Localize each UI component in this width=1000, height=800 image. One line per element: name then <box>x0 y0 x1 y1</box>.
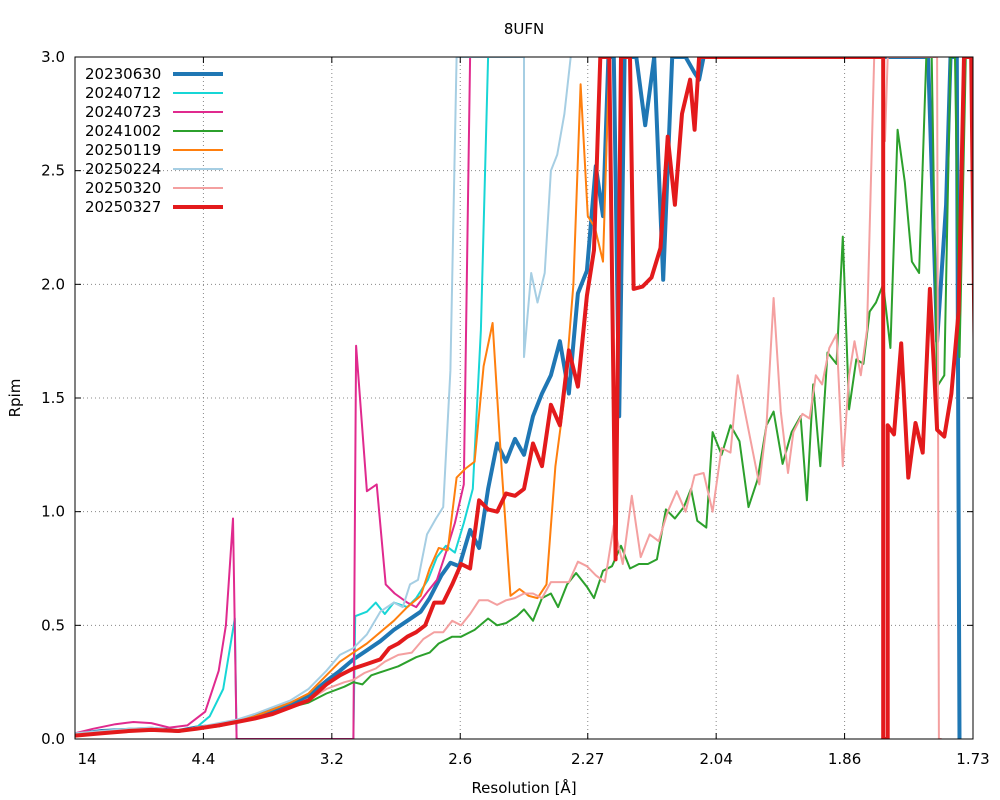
series-line-20241002 <box>75 57 967 736</box>
series-line-20250320 <box>75 57 942 739</box>
legend: 2023063020240712202407232024100220250119… <box>85 65 223 216</box>
x-axis-title: Resolution [Å] <box>471 778 576 797</box>
legend-label: 20250119 <box>85 141 161 159</box>
y-axis: 0.0 0.5 1.0 1.5 2.0 2.5 3.0 <box>41 48 973 748</box>
y-tick-label: 0.5 <box>41 616 65 634</box>
legend-label: 20240712 <box>85 84 161 102</box>
legend-label: 20241002 <box>85 122 161 140</box>
x-tick-label: 1.86 <box>828 750 861 768</box>
x-tick-label: 2.27 <box>571 750 604 768</box>
legend-label: 20240723 <box>85 103 161 121</box>
y-tick-label: 0.0 <box>41 730 65 748</box>
series-line-20250224 <box>75 57 572 735</box>
y-axis-title: Rpim <box>6 379 24 418</box>
legend-label: 20230630 <box>85 65 161 83</box>
y-tick-label: 3.0 <box>41 48 65 66</box>
chart-title: 8UFN <box>504 20 544 38</box>
series-line-20250327 <box>75 57 973 739</box>
legend-label: 20250320 <box>85 179 161 197</box>
legend-label: 20250327 <box>85 198 161 216</box>
series-line-20240723 <box>75 57 472 739</box>
y-tick-label: 1.5 <box>41 389 65 407</box>
y-tick-label: 2.5 <box>41 162 65 180</box>
x-axis: 14 4.4 3.2 2.6 2.27 2.04 1.86 1.73 <box>74 57 990 768</box>
y-tick-label: 1.0 <box>41 503 65 521</box>
x-tick-label: 3.2 <box>320 750 344 768</box>
x-tick-label: 4.4 <box>191 750 215 768</box>
series-layer <box>75 57 973 739</box>
series-line-20230630 <box>75 57 962 739</box>
x-tick-label: 2.04 <box>699 750 732 768</box>
legend-label: 20250224 <box>85 160 161 178</box>
x-tick-label: 1.73 <box>956 750 989 768</box>
x-tick-label: 14 <box>77 750 96 768</box>
y-tick-label: 2.0 <box>41 275 65 293</box>
x-tick-label: 2.6 <box>448 750 472 768</box>
